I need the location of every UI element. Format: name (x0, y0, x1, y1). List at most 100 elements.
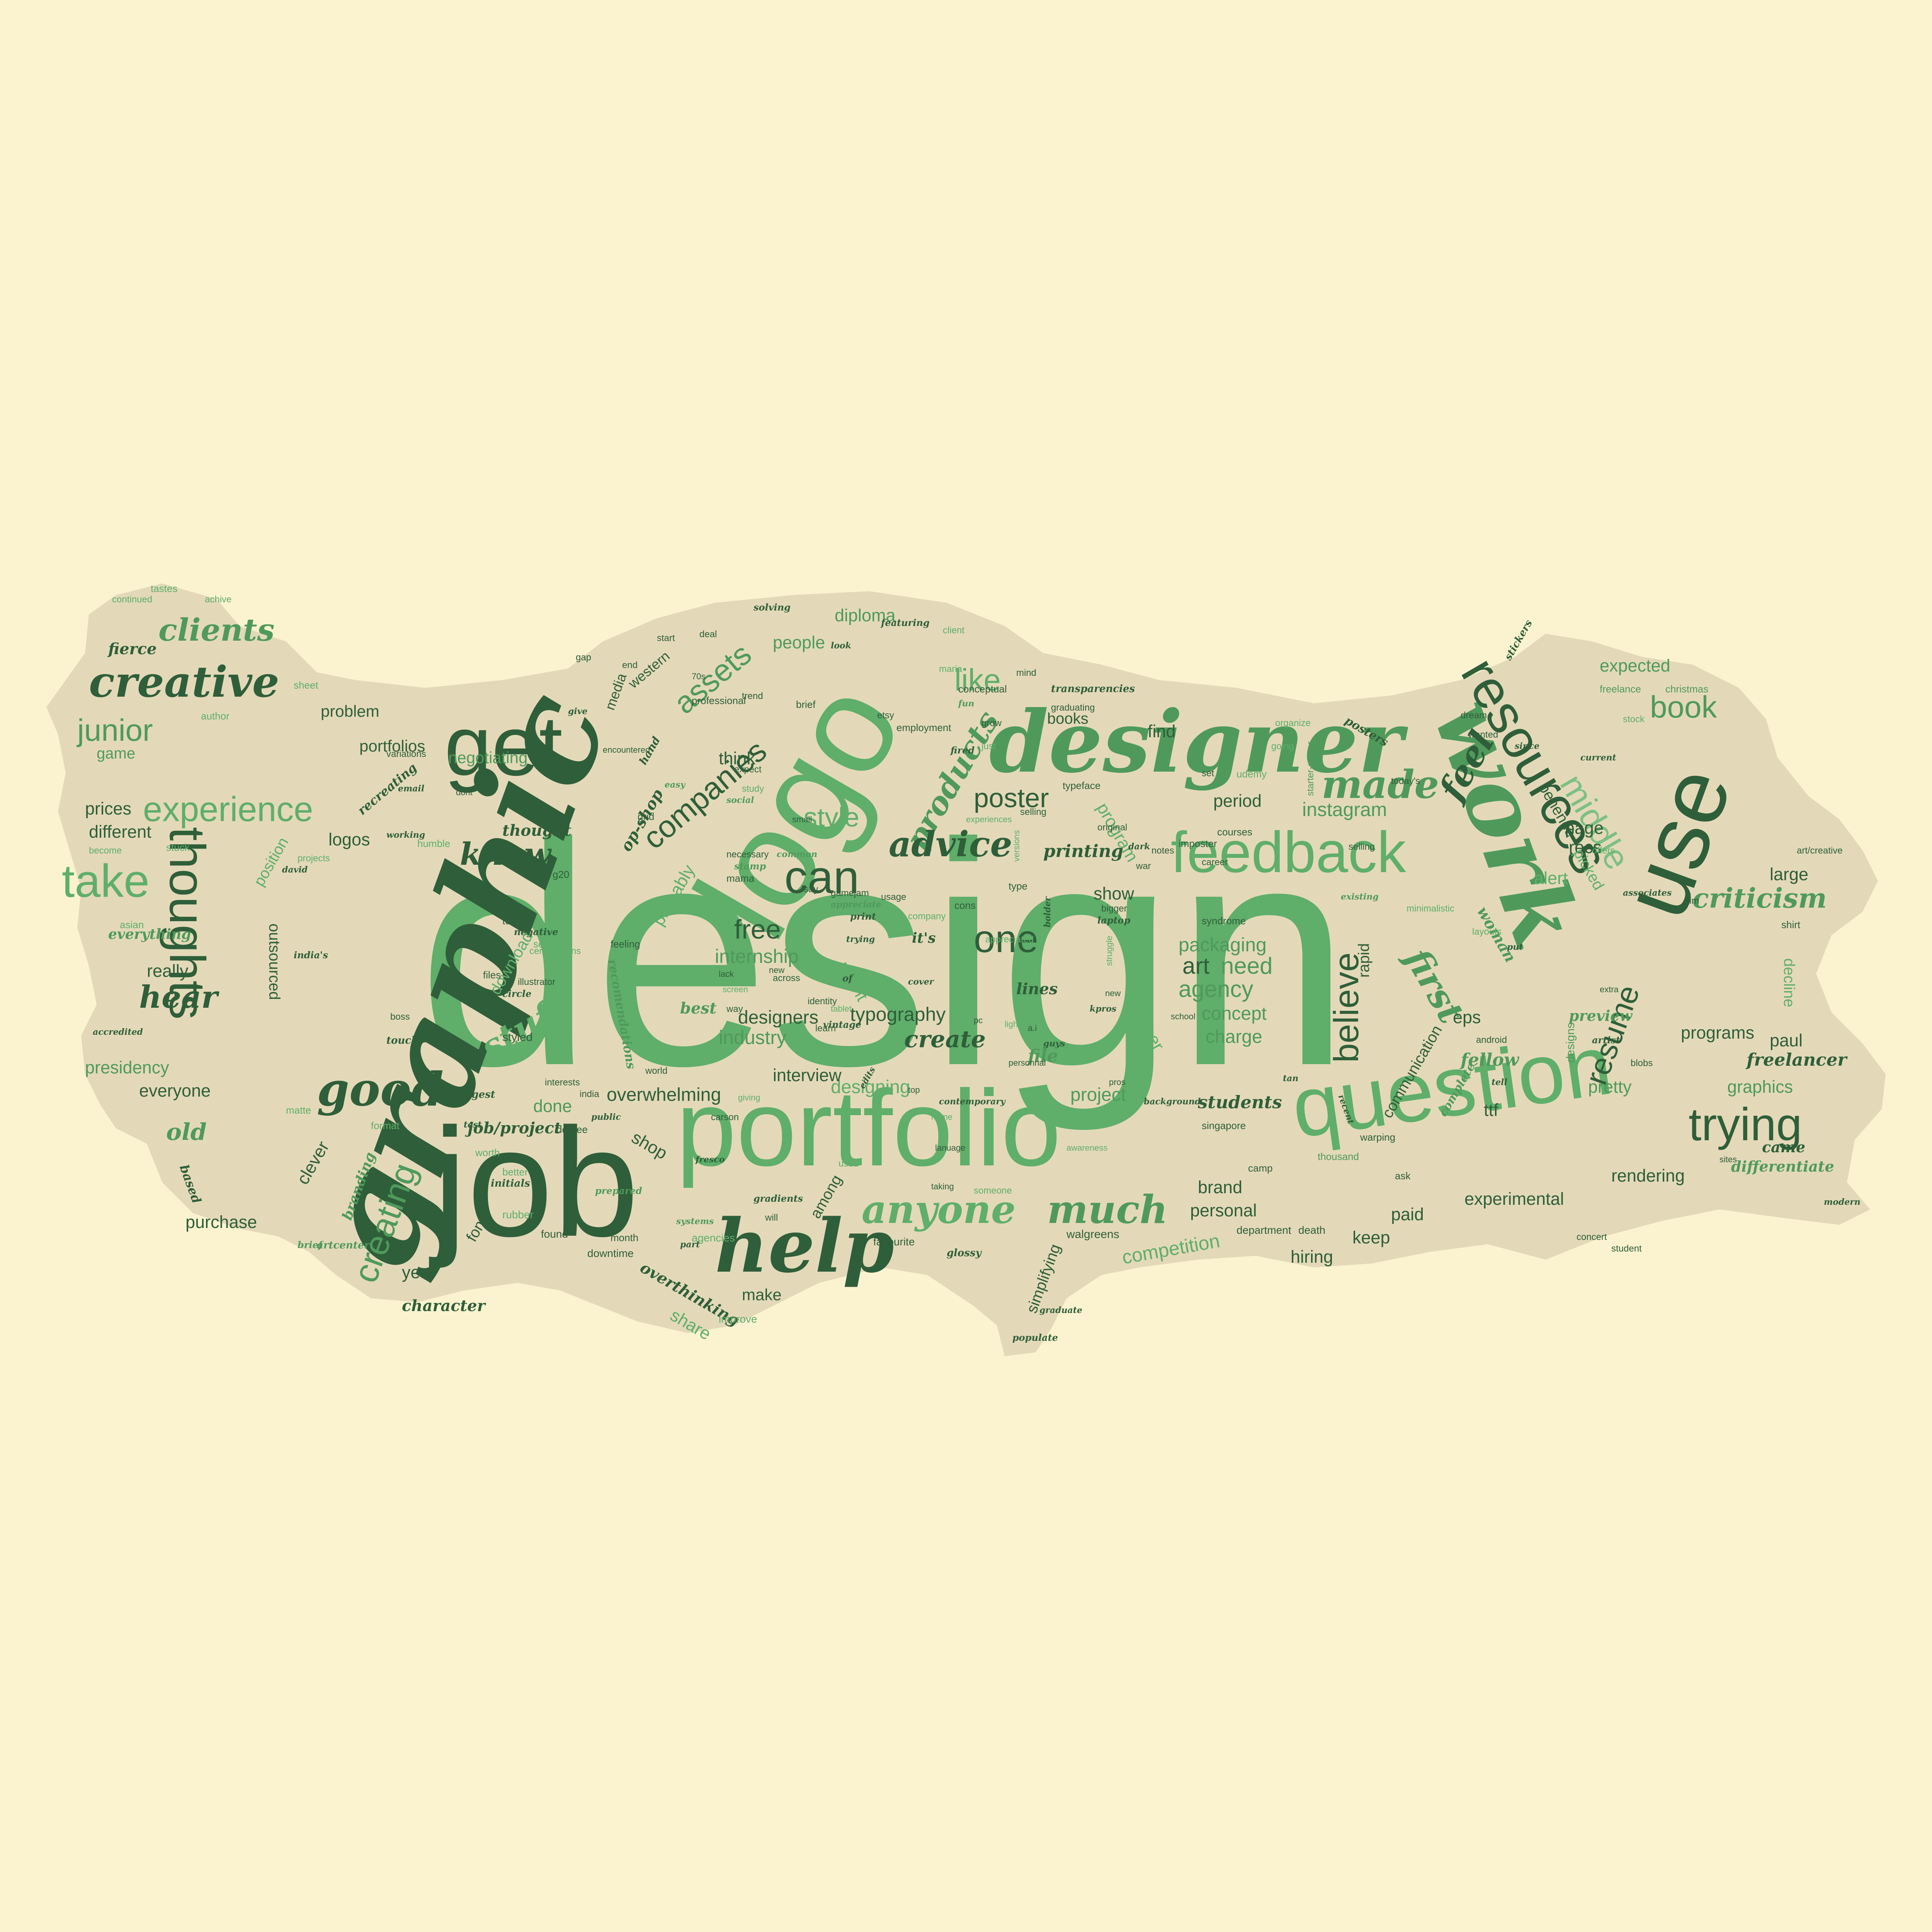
word-item: appreciated (985, 934, 1034, 945)
word-item: common (777, 849, 818, 859)
word-item: thought (502, 821, 571, 840)
word-item: ask (1395, 1170, 1411, 1182)
word-item: 70s (692, 672, 706, 681)
word-item: month (611, 1232, 639, 1243)
word-item: film (1685, 896, 1699, 906)
word-item: design (417, 777, 1351, 1131)
word-item: featuring (881, 617, 930, 628)
word-item: everyone (139, 1081, 211, 1100)
word-item: personal (1190, 1201, 1257, 1220)
word-item: typography (850, 1003, 946, 1025)
word-item: light (1005, 1019, 1020, 1029)
word-item: packaging (1179, 934, 1267, 956)
word-item: selling (1020, 807, 1047, 817)
word-item: india's (294, 949, 328, 961)
word-item: student (1611, 1243, 1642, 1254)
word-item: say (804, 884, 818, 895)
word-item: freelancer (1747, 1049, 1847, 1070)
word-item: concept (1202, 1003, 1267, 1024)
word-item: freelance (1600, 683, 1641, 695)
word-item: organize (1275, 718, 1311, 728)
word-item: graphics (1727, 1077, 1793, 1097)
word-item: put (1507, 942, 1523, 952)
word-item: mama (726, 872, 755, 884)
word-item: struggle (1104, 935, 1114, 966)
word-item: instagram (1302, 799, 1387, 820)
word-item: etsy (877, 710, 895, 721)
word-item: charge (1206, 1027, 1262, 1047)
word-item: department (1236, 1224, 1291, 1236)
word-item: find (1148, 721, 1176, 741)
word-item: portfolios (359, 737, 425, 755)
word-item: outsourced (266, 923, 283, 1000)
word-item: career (1202, 857, 1228, 867)
word-item: of (842, 973, 853, 984)
word-item: problem (321, 702, 379, 720)
word-item: fired (951, 745, 975, 756)
word-item: versions (1012, 830, 1021, 862)
word-item: best (680, 999, 717, 1017)
word-item: wanted (1468, 730, 1498, 740)
word-item: file (1028, 1046, 1058, 1066)
word-item: war (1136, 861, 1151, 871)
word-item: improve (719, 1313, 757, 1325)
word-item: prices (85, 799, 132, 818)
word-item: bigger (1101, 903, 1127, 914)
word-item: company (908, 911, 946, 922)
word-item: vintage (823, 1019, 862, 1030)
word-item: negative (514, 926, 558, 937)
word-item: lanuage (935, 1143, 966, 1153)
word-item: diploma (835, 605, 896, 625)
word-item: glossy (947, 1247, 981, 1259)
word-item: tan (1283, 1073, 1299, 1083)
word-item: style (804, 802, 859, 832)
word-item: large (1770, 864, 1809, 884)
word-item: singapore (1202, 1120, 1246, 1131)
word-item: cover (908, 977, 934, 987)
word-item: came (1762, 1138, 1806, 1156)
word-item: udemy (1236, 768, 1267, 780)
word-item: sheet (294, 679, 318, 691)
word-item: touch (386, 1035, 418, 1046)
word-item: maria (939, 664, 963, 674)
word-item: grid (638, 811, 655, 822)
word-item: experiences (966, 815, 1012, 824)
word-item: test (464, 1120, 482, 1130)
word-item: free (734, 914, 781, 944)
word-item: public (591, 1112, 621, 1122)
word-item: tools (502, 915, 524, 927)
word-item: pretty (1588, 1077, 1632, 1097)
word-item: everything (108, 926, 191, 942)
word-item: typeface (1063, 780, 1101, 791)
word-item: dream (1461, 710, 1487, 721)
word-item: fellow (1461, 1049, 1519, 1070)
word-item: original (1097, 822, 1128, 833)
word-item: selling (1349, 842, 1375, 852)
word-item: fresco (696, 1155, 725, 1165)
word-item: tastes (151, 583, 178, 594)
word-item: purchase (185, 1212, 257, 1232)
word-item: syndrome (1202, 915, 1246, 927)
word-item: social (726, 795, 754, 805)
word-item: artist (1592, 1034, 1620, 1046)
word-item: feedback (1171, 820, 1406, 884)
word-item: kpros (1090, 1004, 1117, 1014)
word-item: artcenter (317, 1240, 370, 1251)
word-item: books (1047, 710, 1088, 727)
word-item: tell (1492, 1077, 1507, 1087)
word-item: fierce (108, 640, 157, 658)
word-item: christmas (1665, 683, 1709, 695)
word-item: today's (1391, 776, 1420, 786)
word-item: files (483, 969, 501, 981)
word-item: print (850, 911, 876, 922)
word-item: screen (723, 985, 748, 994)
word-item: degree (556, 1124, 588, 1135)
word-item: think (719, 748, 756, 768)
word-item: minimalistic (1406, 903, 1455, 914)
word-item: book (1650, 690, 1717, 724)
word-item: pros (1109, 1077, 1126, 1087)
word-item: contemporary (939, 1097, 1005, 1107)
word-item: client (943, 625, 965, 636)
word-item: thousand (1318, 1151, 1359, 1162)
